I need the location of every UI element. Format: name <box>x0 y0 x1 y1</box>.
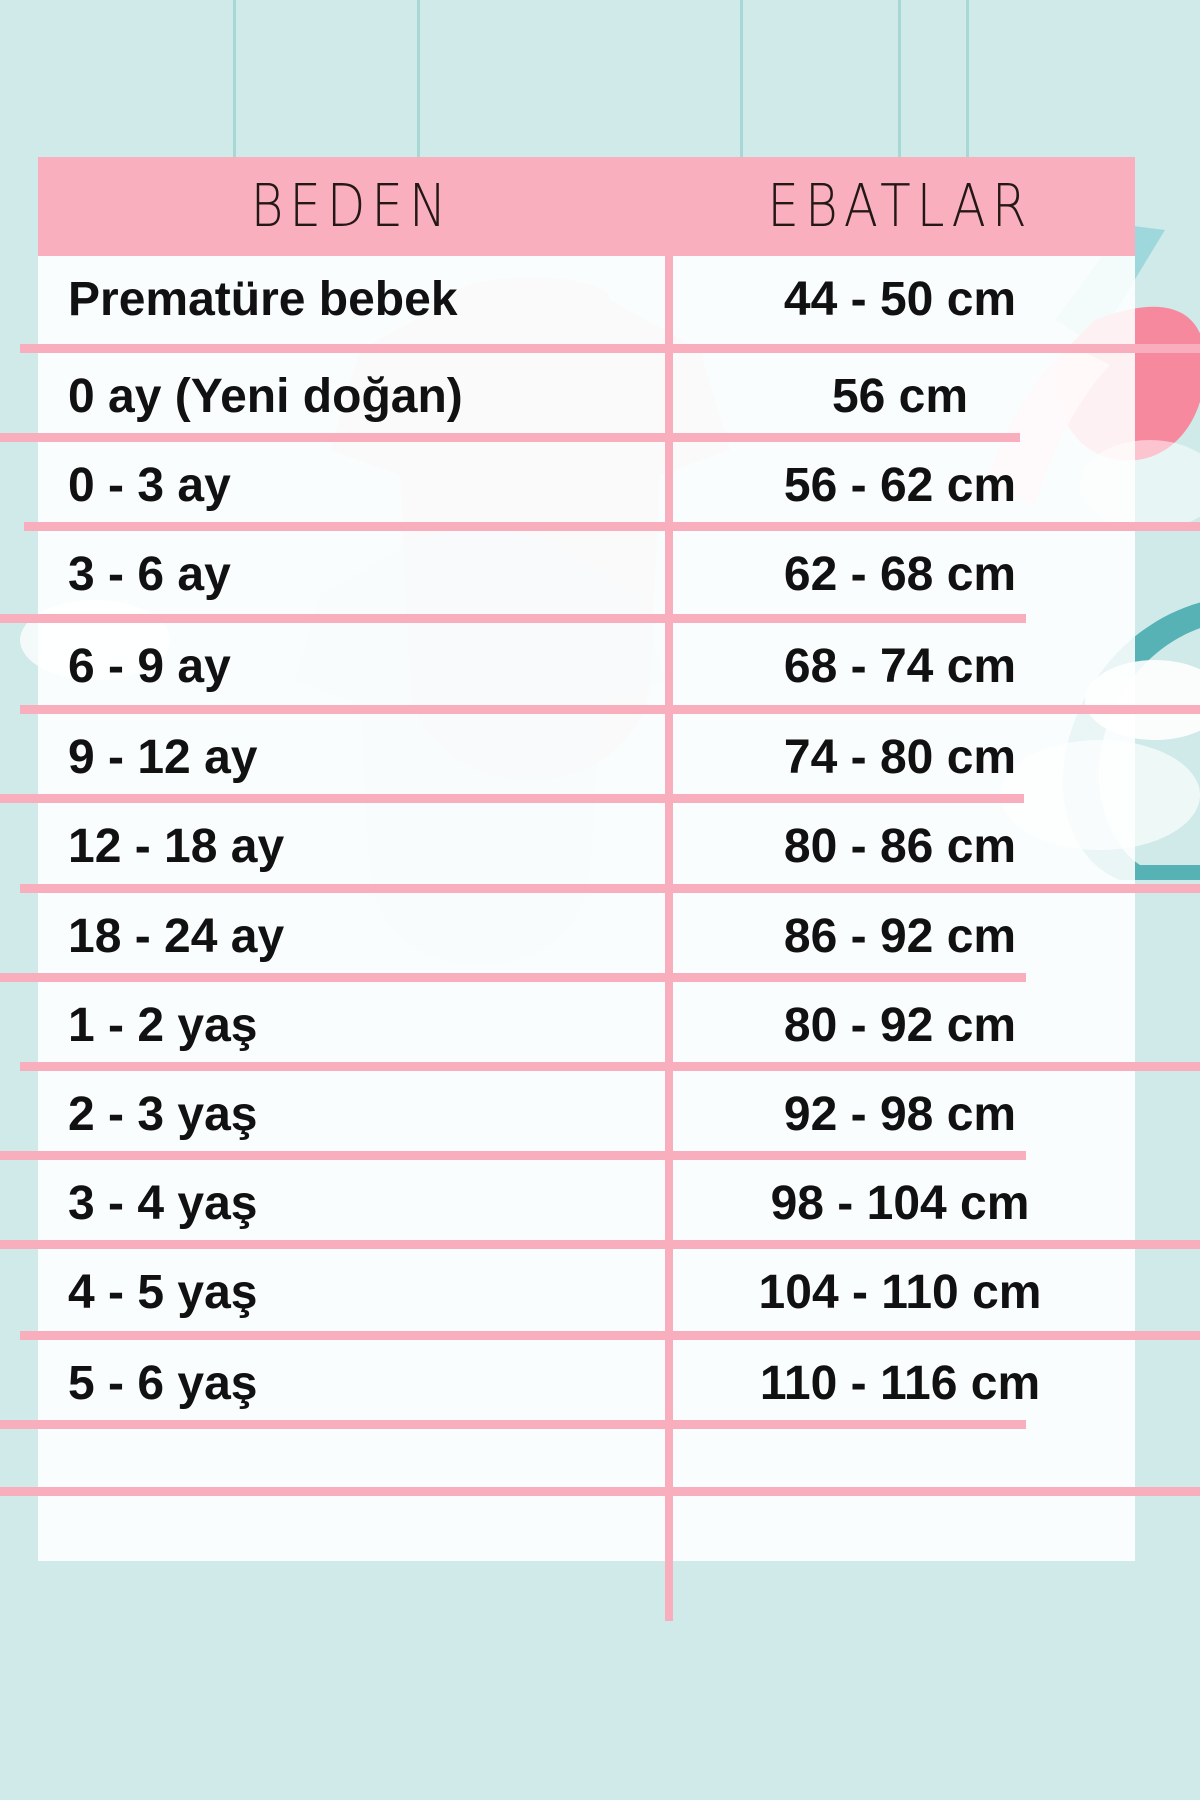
row-divider <box>0 1487 1200 1496</box>
table-row: 2 - 3 yaş 92 - 98 cm <box>38 1071 1135 1159</box>
row-divider <box>20 1331 1200 1340</box>
row-divider <box>20 884 1200 893</box>
row-divider <box>20 1062 1200 1071</box>
row-divider <box>0 973 1026 982</box>
row-divider <box>20 705 1200 714</box>
table-row: 18 - 24 ay 86 - 92 cm <box>38 893 1135 981</box>
cell-dimension: 62 - 68 cm <box>783 548 1017 601</box>
table-row: 3 - 6 ay 62 - 68 cm <box>38 531 1135 619</box>
cell-dimension: 80 - 86 cm <box>783 820 1017 873</box>
column-divider <box>665 256 673 1621</box>
cell-size: Prematüre bebek <box>68 273 458 326</box>
table-row: 12 - 18 ay 80 - 86 cm <box>38 803 1135 891</box>
row-divider <box>0 614 1026 623</box>
table-row: 4 - 5 yaş 104 - 110 cm <box>38 1249 1135 1337</box>
cell-dimension: 80 - 92 cm <box>783 999 1017 1052</box>
cell-size: 18 - 24 ay <box>68 910 285 963</box>
table-header-band: BEDEN EBATLAR <box>38 157 1135 256</box>
table-row: 6 - 9 ay 68 - 74 cm <box>38 623 1135 711</box>
cell-size: 5 - 6 yaş <box>68 1357 258 1410</box>
table-row: 5 - 6 yaş 110 - 116 cm <box>38 1340 1135 1428</box>
cell-dimension: 104 - 110 cm <box>758 1266 1042 1319</box>
background-vline-4 <box>898 0 901 170</box>
cell-size: 3 - 6 ay <box>68 548 231 601</box>
table-row: 0 ay (Yeni doğan) 56 cm <box>38 353 1135 441</box>
cell-size: 0 - 3 ay <box>68 459 231 512</box>
background-vline-1 <box>233 0 236 170</box>
cell-size: 9 - 12 ay <box>68 731 258 784</box>
cell-dimension: 68 - 74 cm <box>783 640 1017 693</box>
row-divider <box>20 344 1200 353</box>
cell-size: 6 - 9 ay <box>68 640 231 693</box>
background-vline-2 <box>417 0 420 170</box>
cell-dimension: 92 - 98 cm <box>783 1088 1017 1141</box>
row-divider <box>0 433 1020 442</box>
cell-size: 2 - 3 yaş <box>68 1088 258 1141</box>
row-divider <box>0 1420 1026 1429</box>
column-header-ebatlar: EBATLAR <box>767 171 1033 241</box>
table-row: 3 - 4 yaş 98 - 104 cm <box>38 1160 1135 1248</box>
cell-dimension: 86 - 92 cm <box>783 910 1017 963</box>
cell-size: 12 - 18 ay <box>68 820 285 873</box>
cell-size: 3 - 4 yaş <box>68 1177 258 1230</box>
table-row: 0 - 3 ay 56 - 62 cm <box>38 442 1135 530</box>
table-row: 1 - 2 yaş 80 - 92 cm <box>38 982 1135 1070</box>
cell-dimension: 74 - 80 cm <box>783 731 1017 784</box>
table-row: 9 - 12 ay 74 - 80 cm <box>38 714 1135 802</box>
cell-dimension: 98 - 104 cm <box>770 1177 1030 1230</box>
table-panel <box>38 157 1135 1561</box>
cell-size: 4 - 5 yaş <box>68 1266 258 1319</box>
cell-dimension: 56 cm <box>831 370 969 423</box>
row-divider <box>0 1240 1200 1249</box>
cell-dimension: 110 - 116 cm <box>759 1357 1041 1410</box>
row-divider <box>0 1151 1026 1160</box>
cell-dimension: 56 - 62 cm <box>783 459 1017 512</box>
row-divider <box>24 522 1200 531</box>
row-divider <box>0 794 1024 803</box>
cell-size: 0 ay (Yeni doğan) <box>68 370 463 423</box>
background-vline-5 <box>966 0 969 170</box>
column-header-beden: BEDEN <box>250 171 453 241</box>
background-vline-3 <box>740 0 743 170</box>
cell-dimension: 44 - 50 cm <box>783 273 1017 326</box>
table-row: Prematüre bebek 44 - 50 cm <box>38 256 1135 344</box>
cell-size: 1 - 2 yaş <box>68 999 258 1052</box>
